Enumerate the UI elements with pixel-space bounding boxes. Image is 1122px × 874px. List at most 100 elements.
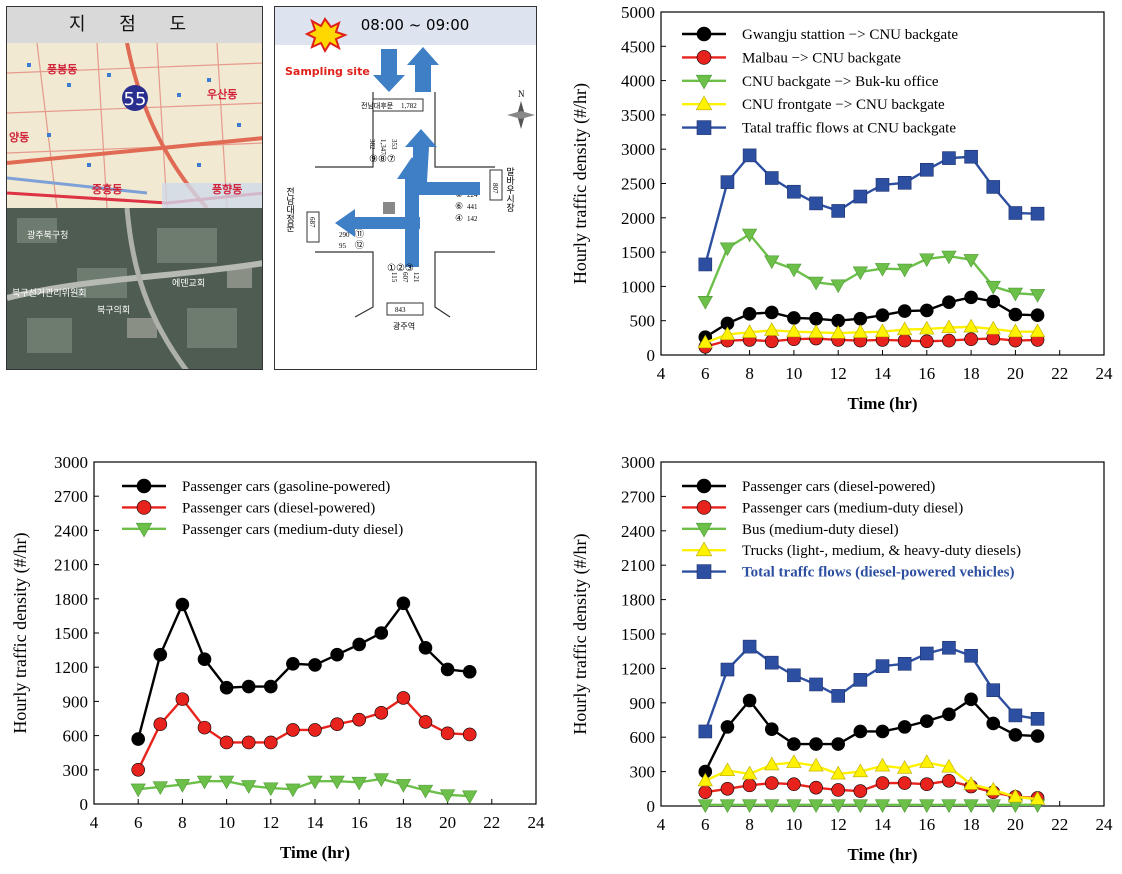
data-point bbox=[874, 263, 891, 277]
legend-label: Tatal traffic flows at CNU backgate bbox=[742, 121, 956, 137]
data-point bbox=[1007, 323, 1024, 338]
data-point bbox=[852, 799, 869, 813]
data-point bbox=[985, 799, 1001, 813]
data-point bbox=[764, 171, 779, 185]
legend-label: Bus (medium-duty diesel) bbox=[742, 522, 899, 538]
data-point bbox=[919, 646, 934, 661]
data-point bbox=[964, 692, 978, 707]
data-point bbox=[764, 722, 779, 736]
y-tick-label: 900 bbox=[630, 694, 656, 713]
x-tick-label: 24 bbox=[528, 813, 546, 832]
data-point bbox=[764, 776, 779, 790]
data-point bbox=[329, 775, 345, 790]
data-point bbox=[808, 276, 824, 291]
legend-label: Passenger cars (diesel-powered) bbox=[742, 479, 935, 495]
data-point bbox=[698, 785, 713, 800]
chart-total-traffic: 0 500 1000 1500 2000 2500 3000 3500 4000 4500 5000… bbox=[570, 3, 1114, 413]
time-range-label: 08:00 ~ 09:00 bbox=[361, 16, 470, 34]
series-line bbox=[704, 153, 1038, 265]
lane-count: 115 bbox=[390, 272, 398, 283]
x-tick-label: 14 bbox=[874, 364, 892, 383]
lane-count: 95 bbox=[339, 242, 347, 250]
data-point bbox=[1008, 708, 1023, 723]
x-tick-label: 24 bbox=[1096, 364, 1114, 383]
data-point bbox=[941, 758, 957, 773]
lane-count: 441 bbox=[467, 203, 478, 211]
legend-entry: Passenger cars (medium-duty diesel) bbox=[682, 500, 963, 516]
x-tick-label: 20 bbox=[1007, 815, 1024, 834]
data-point bbox=[742, 307, 757, 321]
x-tick-label: 24 bbox=[1096, 815, 1114, 834]
x-tick-label: 18 bbox=[395, 813, 412, 832]
data-point bbox=[720, 662, 735, 677]
series-2 bbox=[130, 773, 478, 805]
data-point bbox=[462, 664, 477, 679]
x-axis-label: Time (hr) bbox=[847, 394, 917, 413]
data-point bbox=[741, 765, 758, 780]
data-point bbox=[897, 304, 912, 318]
x-tick-label: 20 bbox=[439, 813, 456, 832]
data-point bbox=[307, 775, 323, 790]
series-0 bbox=[698, 290, 1045, 344]
compass-icon: N bbox=[507, 89, 535, 129]
data-point bbox=[241, 735, 256, 750]
y-tick-label: 1500 bbox=[54, 624, 88, 643]
data-point bbox=[1029, 289, 1046, 303]
sampling-site-label: Sampling site bbox=[285, 65, 370, 78]
lane-marker: ⑥ bbox=[455, 201, 463, 211]
data-point bbox=[942, 295, 956, 309]
data-point bbox=[786, 263, 802, 278]
data-point bbox=[131, 762, 145, 777]
lane-count: 607 bbox=[401, 272, 409, 283]
data-point bbox=[985, 320, 1001, 335]
y-tick-label: 2700 bbox=[54, 487, 88, 506]
data-point bbox=[896, 760, 913, 774]
satellite-label: 광주북구청 bbox=[27, 229, 68, 241]
data-point bbox=[374, 705, 389, 720]
data-point bbox=[831, 783, 846, 797]
data-point bbox=[395, 779, 412, 793]
legend-label: Passenger cars (medium-duty diesel) bbox=[182, 522, 403, 538]
explosion-icon bbox=[304, 17, 348, 54]
data-point bbox=[697, 799, 713, 813]
lane-count: 382 bbox=[368, 139, 376, 150]
data-point bbox=[1030, 712, 1045, 726]
district-label: 풍향동 bbox=[212, 182, 242, 196]
data-point bbox=[963, 318, 979, 333]
legend-label: Trucks (light-, medium, & heavy-duty die… bbox=[742, 543, 1021, 559]
data-point bbox=[197, 652, 212, 667]
road-name-left: 전남대정문 bbox=[284, 187, 294, 232]
data-point bbox=[1008, 307, 1023, 322]
data-point bbox=[719, 326, 736, 340]
data-point bbox=[696, 26, 712, 42]
data-point bbox=[963, 254, 979, 268]
y-tick-label: 3500 bbox=[621, 106, 655, 125]
legend-entry: Gwangju stattion −> CNU backgate bbox=[682, 26, 958, 43]
x-tick-label: 14 bbox=[307, 813, 325, 832]
satellite-label: 북구선거관리위원회 bbox=[12, 288, 87, 299]
x-tick-label: 8 bbox=[745, 364, 754, 383]
data-point bbox=[942, 640, 956, 655]
data-point bbox=[153, 647, 168, 662]
y-tick-label: 0 bbox=[647, 346, 656, 365]
y-tick-label: 1800 bbox=[621, 591, 655, 610]
series-line bbox=[704, 697, 1038, 773]
legend-label: Total traffc flows (diesel-powered vehic… bbox=[742, 565, 1014, 581]
data-point bbox=[462, 790, 478, 805]
data-point bbox=[439, 789, 456, 803]
data-point bbox=[853, 673, 868, 687]
bottom-count: 843 bbox=[395, 306, 406, 314]
data-point bbox=[985, 781, 1001, 796]
data-point bbox=[131, 732, 145, 746]
y-tick-label: 300 bbox=[63, 761, 89, 780]
legend-entry: Total traffc flows (diesel-powered vehic… bbox=[682, 564, 1014, 581]
data-point bbox=[742, 778, 757, 793]
legend-label: Passenger cars (diesel-powered) bbox=[182, 500, 375, 516]
data-point bbox=[852, 763, 869, 778]
data-point bbox=[874, 323, 891, 338]
district-label: 풍봉동 bbox=[47, 63, 77, 76]
data-point bbox=[152, 781, 168, 795]
data-point bbox=[786, 754, 802, 768]
left-count: 687 bbox=[308, 217, 316, 228]
x-tick-label: 10 bbox=[218, 813, 235, 832]
